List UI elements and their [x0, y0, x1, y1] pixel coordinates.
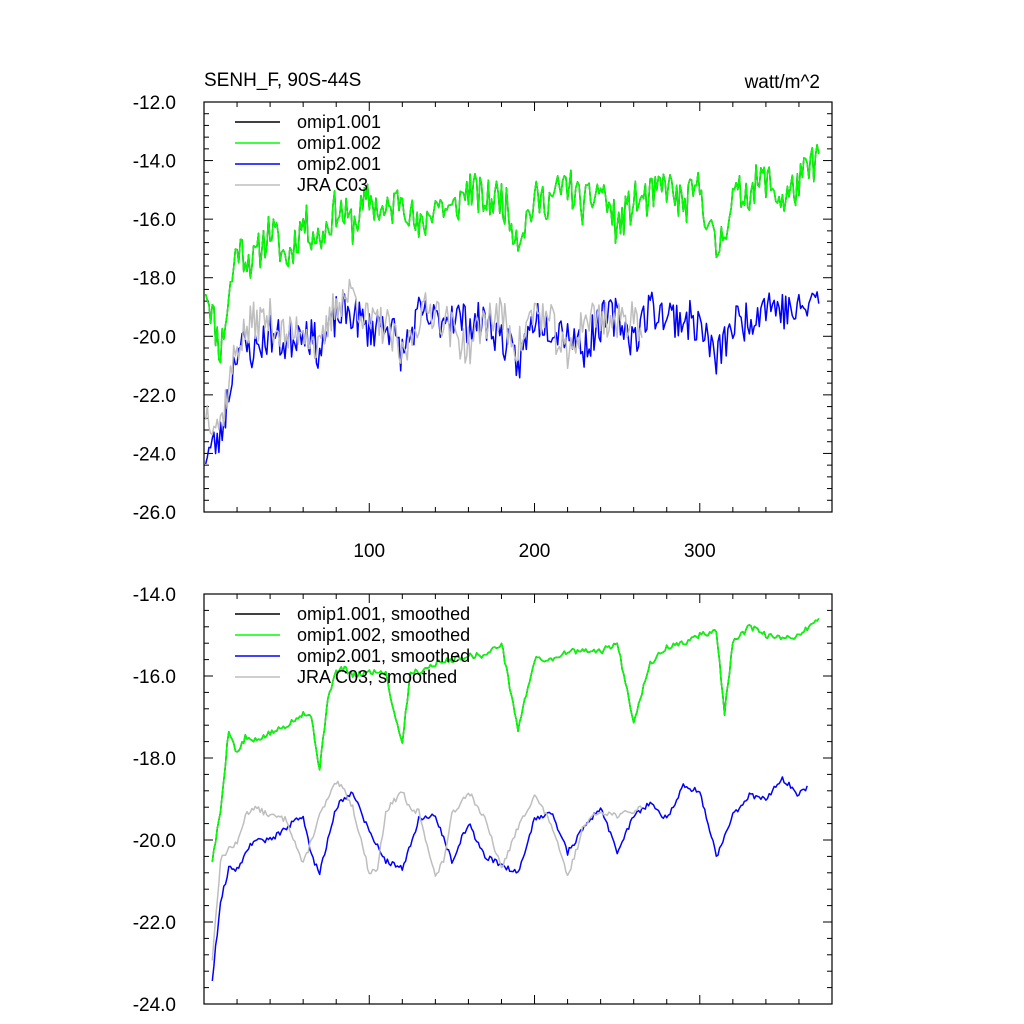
y-tick-label: -18.0 — [133, 269, 176, 290]
y-tick-label: -16.0 — [133, 667, 176, 688]
y-tick-label: -14.0 — [133, 585, 176, 606]
top-panel-title: SENH_F, 90S-44S — [204, 70, 361, 91]
series-line — [204, 278, 643, 436]
series-line — [204, 143, 820, 364]
y-tick-label: -22.0 — [133, 913, 176, 934]
bottom-plot-frame — [203, 593, 833, 1005]
y-tick-label: -24.0 — [133, 995, 176, 1016]
series-line — [211, 618, 820, 863]
legend-label: omip2.001 — [297, 154, 381, 174]
series-line — [204, 291, 820, 465]
y-tick-label: -24.0 — [133, 444, 176, 465]
legend-label: omip1.002, smoothed — [297, 625, 470, 645]
legend-label: JRA C03 — [297, 175, 368, 195]
top-panel: SENH_F, 90S-44S watt/m^2 -12.0 -14.0 -16.0… — [133, 70, 833, 562]
y-tick-label: -14.0 — [133, 152, 176, 173]
legend-label: omip1.002 — [297, 133, 381, 153]
y-tick-label: -16.0 — [133, 210, 176, 231]
y-tick-label: -20.0 — [133, 327, 176, 348]
series-line — [211, 776, 808, 981]
bottom-panel: -14.0 -16.0 -18.0 -20.0 -22.0 -24.0 omip1.001… — [133, 585, 833, 1016]
legend-label: omip1.001, smoothed — [297, 604, 470, 624]
y-tick-label: -22.0 — [133, 386, 176, 407]
x-tick-label: 100 — [353, 541, 385, 562]
legend-label: JRA C03, smoothed — [297, 667, 457, 687]
top-plot-frame — [203, 101, 833, 513]
top-panel-units: watt/m^2 — [744, 72, 820, 93]
series-line — [211, 780, 643, 961]
y-tick-label: -26.0 — [133, 503, 176, 524]
y-tick-label: -20.0 — [133, 831, 176, 852]
y-tick-label: -18.0 — [133, 749, 176, 770]
legend-label: omip1.001 — [297, 112, 381, 132]
y-tick-label: -12.0 — [133, 93, 176, 114]
x-tick-label: 200 — [519, 541, 551, 562]
x-tick-label: 300 — [684, 541, 716, 562]
legend-label: omip2.001, smoothed — [297, 646, 470, 666]
